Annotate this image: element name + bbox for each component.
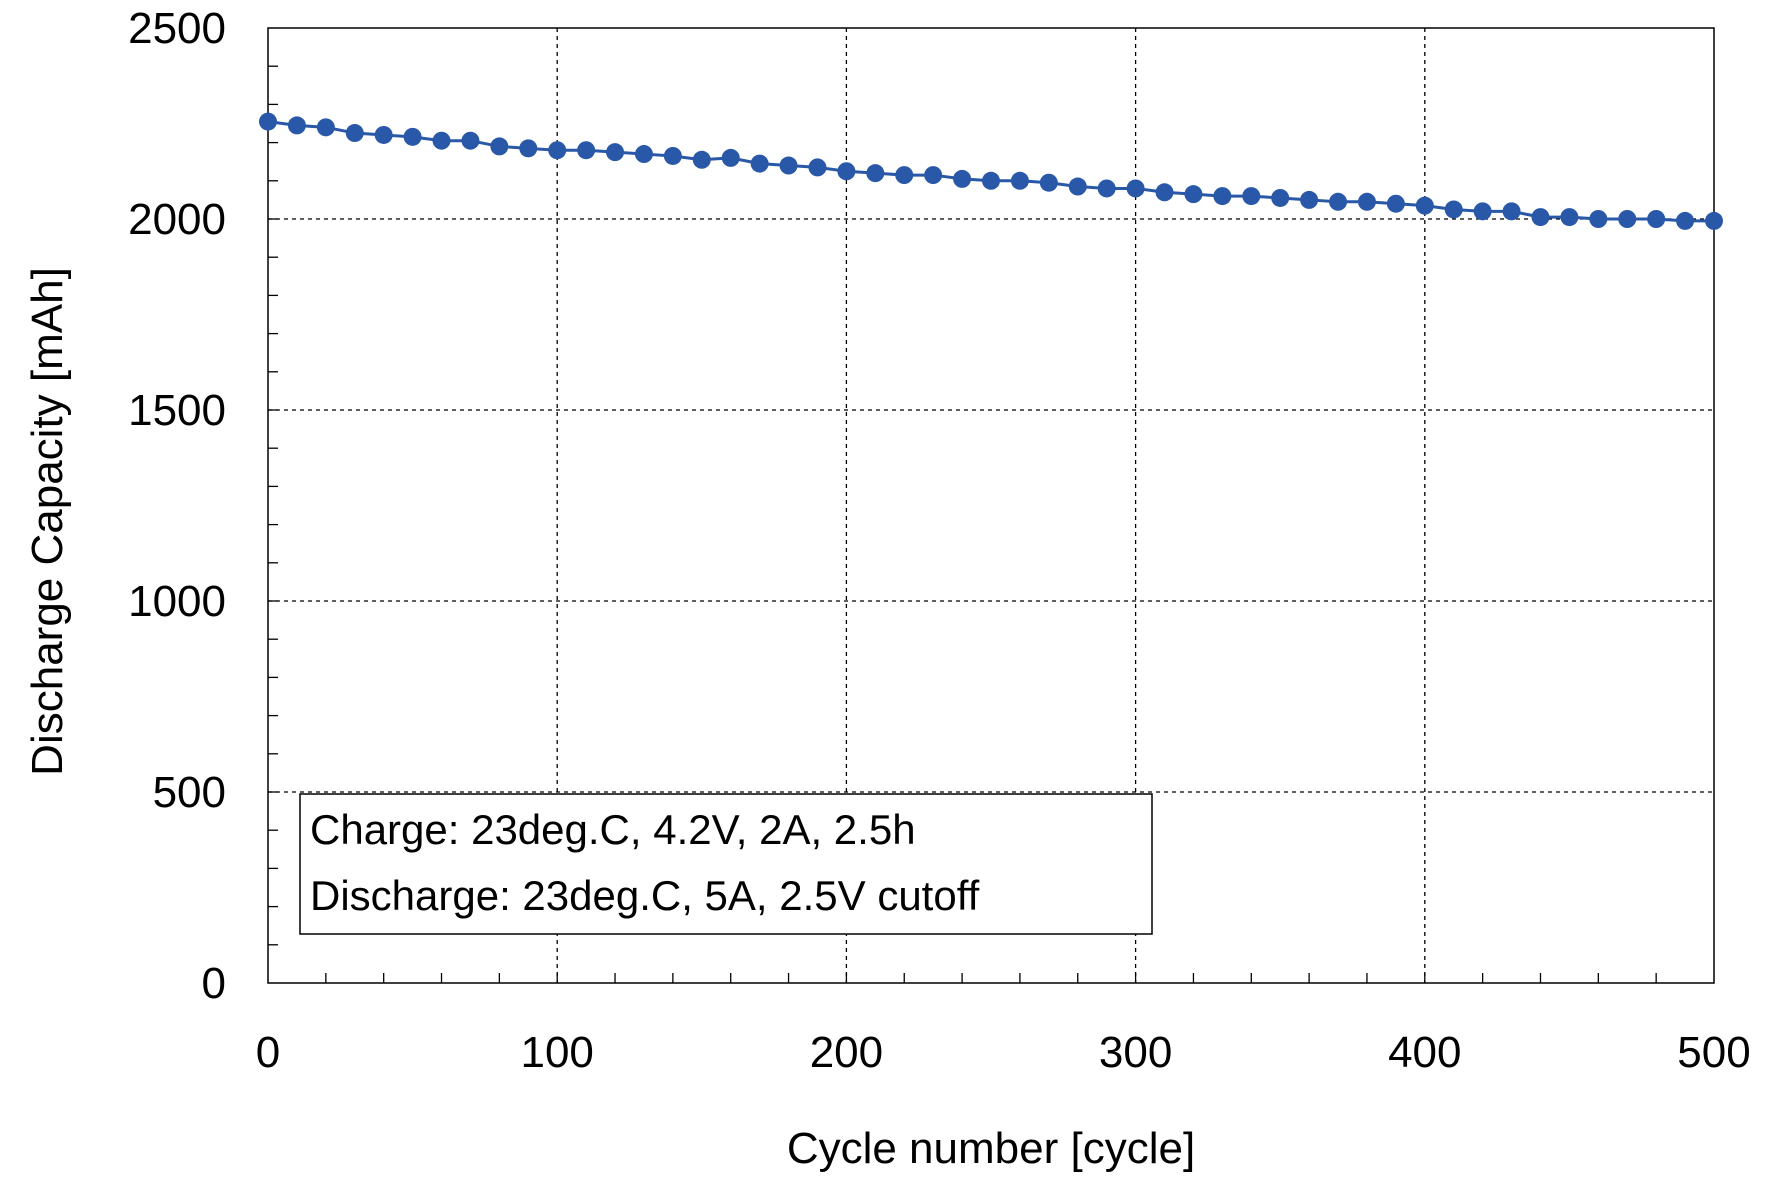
data-point — [982, 172, 1000, 190]
data-point — [375, 126, 393, 144]
y-tick-label: 2000 — [128, 195, 226, 244]
data-point — [1445, 200, 1463, 218]
y-tick-label: 0 — [202, 959, 226, 1008]
data-point — [259, 113, 277, 131]
data-point — [317, 118, 335, 136]
data-point — [1329, 193, 1347, 211]
data-point — [548, 141, 566, 159]
data-point — [1618, 210, 1636, 228]
y-tick-label: 2500 — [128, 4, 226, 53]
data-point — [1416, 197, 1434, 215]
data-point — [1358, 193, 1376, 211]
x-tick-label: 200 — [810, 1028, 883, 1077]
x-tick-label: 100 — [520, 1028, 593, 1077]
data-point — [1676, 212, 1694, 230]
data-point — [288, 116, 306, 134]
data-point — [490, 137, 508, 155]
data-point — [1705, 212, 1723, 230]
data-point — [1069, 178, 1087, 196]
data-point — [635, 145, 653, 163]
data-point — [1040, 174, 1058, 192]
y-tick-label: 1500 — [128, 386, 226, 435]
data-point — [837, 162, 855, 180]
x-tick-label: 0 — [256, 1028, 280, 1077]
data-point — [433, 132, 451, 150]
data-point — [577, 141, 595, 159]
data-point — [953, 170, 971, 188]
data-point — [1474, 202, 1492, 220]
x-axis-title: Cycle number [cycle] — [787, 1124, 1195, 1173]
y-axis-title: Discharge Capacity [mAh] — [23, 267, 72, 776]
data-point — [1242, 187, 1260, 205]
data-point — [461, 132, 479, 150]
data-point — [1503, 202, 1521, 220]
data-point — [1098, 179, 1116, 197]
data-point — [751, 155, 769, 173]
annotation-box: Charge: 23deg.C, 4.2V, 2A, 2.5h Discharg… — [300, 794, 1152, 934]
data-point — [693, 151, 711, 169]
x-tick-label: 400 — [1388, 1028, 1461, 1077]
data-point — [1156, 183, 1174, 201]
x-tick-label: 500 — [1677, 1028, 1750, 1077]
x-tick-label: 300 — [1099, 1028, 1172, 1077]
data-point — [1011, 172, 1029, 190]
data-point — [1560, 208, 1578, 226]
data-point — [1271, 189, 1289, 207]
data-point — [1589, 210, 1607, 228]
data-point — [1127, 179, 1145, 197]
data-point — [1531, 208, 1549, 226]
y-tick-label: 500 — [153, 768, 226, 817]
data-point — [1647, 210, 1665, 228]
data-point — [606, 143, 624, 161]
data-point — [722, 149, 740, 167]
data-point — [519, 139, 537, 157]
annotation-discharge: Discharge: 23deg.C, 5A, 2.5V cutoff — [310, 872, 980, 919]
data-point — [780, 157, 798, 175]
data-point — [404, 128, 422, 146]
data-point — [808, 158, 826, 176]
y-tick-label: 1000 — [128, 577, 226, 626]
data-point — [924, 166, 942, 184]
data-point — [1300, 191, 1318, 209]
data-point — [664, 147, 682, 165]
data-point — [1213, 187, 1231, 205]
data-point — [346, 124, 364, 142]
data-point — [895, 166, 913, 184]
data-point — [1387, 195, 1405, 213]
annotation-charge: Charge: 23deg.C, 4.2V, 2A, 2.5h — [310, 806, 916, 853]
data-point — [1184, 185, 1202, 203]
data-point — [866, 164, 884, 182]
